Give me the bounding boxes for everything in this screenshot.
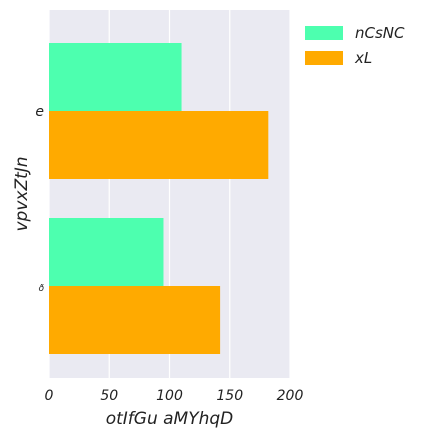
legend-swatch-ncsnc [305, 26, 343, 40]
bars [49, 43, 269, 354]
x-tick-label-2: 100 [156, 388, 183, 404]
bar-ncsnc-1 [49, 218, 164, 286]
bar-xl-0 [49, 111, 269, 179]
x-tick-label-1: 50 [100, 388, 118, 404]
x-axis-label: otIfGu aMYhqD [106, 409, 234, 429]
y-tick-label-1: ð [38, 284, 44, 294]
x-tick-label-0: 0 [45, 388, 54, 404]
x-tick-label-4: 200 [277, 388, 304, 404]
legend-swatch-xl [305, 51, 343, 65]
y-tick-label-0: e [35, 104, 44, 120]
legend-label-ncsnc: nCsNC [355, 24, 405, 42]
bar-xl-1 [49, 286, 221, 354]
legend-label-xl: xL [354, 49, 372, 67]
legend: nCsNC xL [305, 24, 405, 67]
x-tick-label-3: 150 [216, 388, 243, 404]
y-axis-label: vpvxZtJn [12, 156, 32, 231]
x-tick-labels: 0 50 100 150 200 [45, 388, 304, 404]
y-tick-labels: eð [35, 104, 44, 294]
bar-ncsnc-0 [49, 43, 182, 111]
